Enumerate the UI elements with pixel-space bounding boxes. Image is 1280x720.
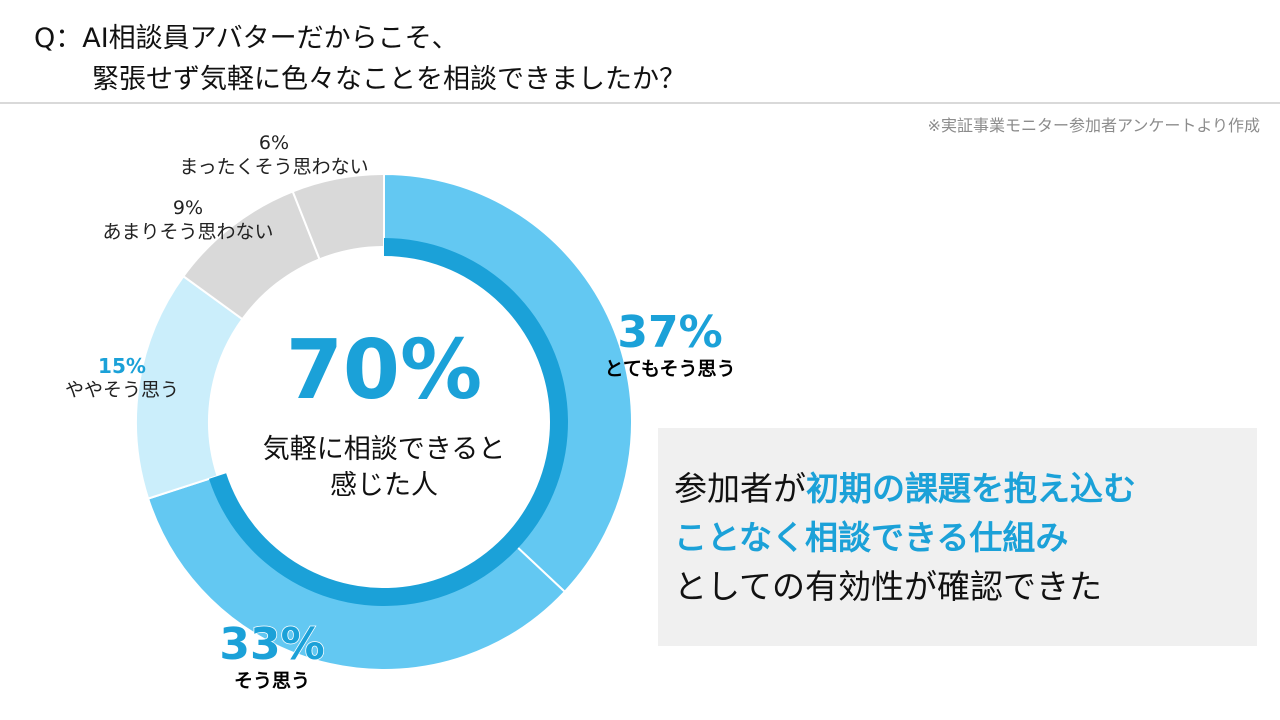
- data-label-15: 15%: [98, 354, 146, 378]
- title-line-2: 緊張せず気軽に色々なことを相談できましたか？: [92, 64, 686, 95]
- label-not-much: 9% あまりそう思わない: [102, 196, 273, 244]
- category-label-agree: そう思う: [233, 670, 311, 692]
- center-percentage: 70%: [285, 323, 483, 418]
- label-somewhat: 15% ややそう思う: [65, 354, 179, 402]
- conclusion-box: 参加者が初期の課題を抱え込む ことなく相談できる仕組み としての有効性が確認でき…: [658, 428, 1257, 646]
- page-title: Q：AI相談員アバターだからこそ、 緊張せず気軽に色々なことを相談できましたか？: [34, 18, 686, 100]
- data-label-33: 33%: [219, 619, 326, 670]
- center-caption-line-1: 気軽に相談できると: [262, 434, 506, 465]
- label-not-at-all: 6% まったくそう思わない: [179, 131, 368, 179]
- data-label-37: 37%: [617, 307, 724, 358]
- category-label-somewhat: ややそう思う: [64, 379, 180, 401]
- title-divider: [0, 102, 1280, 104]
- conclusion-highlight-1: 初期の課題を抱え込む: [806, 469, 1136, 508]
- conclusion-suffix: としての有効性が確認できた: [674, 567, 1103, 606]
- category-label-very-much: とてもそう思う: [604, 358, 736, 380]
- conclusion-prefix: 参加者が: [674, 469, 806, 508]
- center-caption-line-2: 感じた人: [330, 470, 438, 501]
- data-label-9: 9%: [172, 197, 204, 219]
- label-very-much: 37% とてもそう思う: [604, 307, 736, 382]
- title-line-1: Q：AI相談員アバターだからこそ、: [34, 23, 459, 54]
- category-label-not-much: あまりそう思わない: [102, 221, 274, 243]
- donut-slice-4: [291, 172, 385, 261]
- category-label-not-at-all: まったくそう思わない: [179, 156, 369, 178]
- conclusion-highlight-2: ことなく相談できる仕組み: [674, 518, 1069, 557]
- data-label-6: 6%: [258, 132, 290, 154]
- center-caption: 気軽に相談できると 感じた人: [263, 432, 505, 504]
- conclusion-text: 参加者が初期の課題を抱え込む ことなく相談できる仕組み としての有効性が確認でき…: [674, 464, 1136, 611]
- label-agree: 33% そう思う: [219, 619, 326, 694]
- donut-slice-1: [146, 474, 567, 671]
- source-note: ※実証事業モニター参加者アンケートより作成: [927, 116, 1260, 135]
